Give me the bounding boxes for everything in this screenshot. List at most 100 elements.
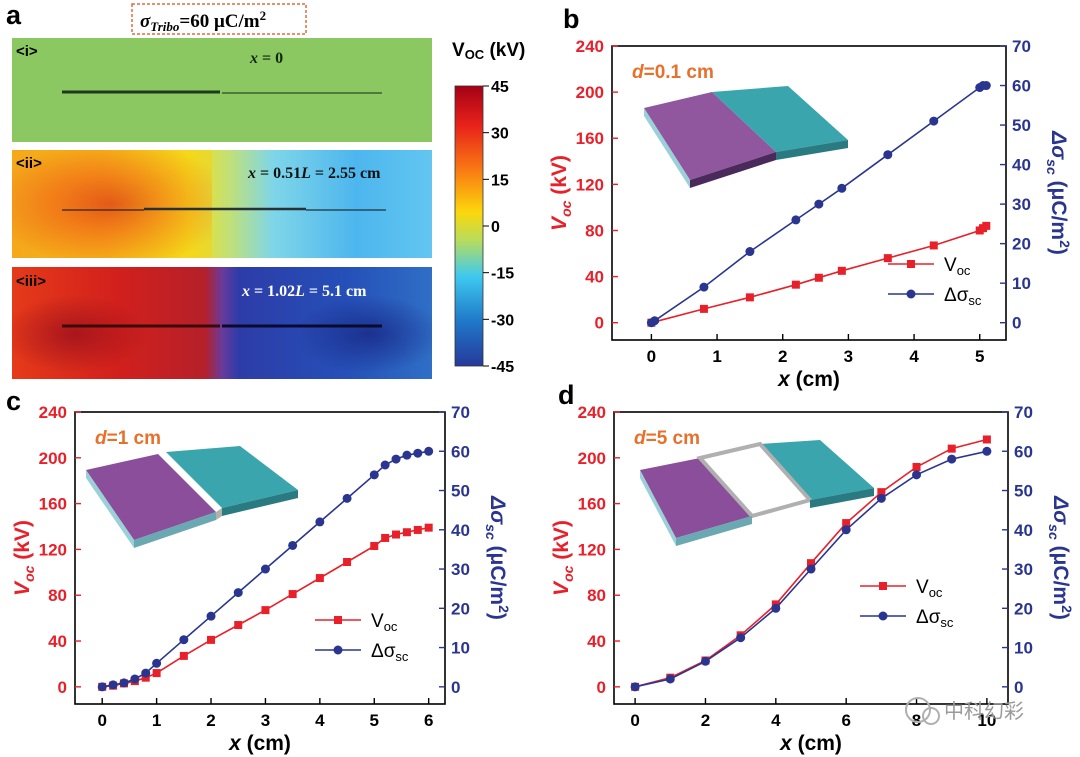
y-left-tick-label: 240 — [39, 403, 67, 422]
voc-point — [234, 620, 243, 629]
y-left-tick-label: 40 — [587, 632, 606, 651]
distance-label: d=5 cm — [634, 428, 700, 449]
dsigma-point — [814, 199, 824, 209]
y-right-tick-label: 10 — [1012, 274, 1031, 293]
dsigma-point — [837, 183, 847, 193]
dsigma-point — [342, 493, 352, 503]
x-tick-label: 6 — [841, 711, 850, 730]
map-ii-tag: <ii> — [16, 155, 42, 172]
dsigma-point — [650, 316, 660, 326]
potential-map-ii: <ii> x = 0.51L = 2.55 cm — [12, 150, 432, 258]
voc-point — [982, 435, 991, 444]
y-right-tick-label: 70 — [1014, 403, 1033, 422]
y-left-tick-label: 200 — [578, 449, 606, 468]
dsigma-point — [206, 611, 216, 621]
y-right-axis-label: Δσsc (μC/m2) — [1044, 130, 1073, 255]
dsigma-point — [630, 682, 640, 692]
colorbar-tick-label: -15 — [491, 266, 514, 283]
y-left-tick-label: 40 — [48, 632, 67, 651]
plot-frame — [74, 411, 446, 705]
voc-point — [288, 590, 297, 599]
dsigma-point — [402, 450, 412, 460]
x-tick-label: 5 — [975, 347, 984, 366]
colorbar: VOC (kV) 45 30 15 0 -15 -30 -45 — [452, 40, 525, 376]
voc-point — [883, 254, 892, 263]
x-tick-label: 0 — [647, 347, 656, 366]
dsigma-point — [179, 635, 189, 645]
dsigma-point — [424, 446, 434, 456]
legend-voc: Voc — [371, 611, 398, 634]
x-tick-label: 2 — [778, 347, 787, 366]
voc-point — [402, 528, 411, 537]
y-left-tick-label: 160 — [576, 129, 604, 148]
panel-label-a: a — [6, 0, 22, 30]
svg-text:VOC (kV): VOC (kV) — [452, 40, 525, 62]
dsigma-point — [912, 470, 922, 480]
y-right-axis-label: Δσsc (μC/m2) — [1046, 495, 1075, 620]
x-tick-label: 4 — [909, 347, 919, 366]
voc-point — [929, 241, 938, 250]
voc-point — [261, 606, 270, 615]
plot-frame — [613, 411, 1009, 705]
svg-text:<i>: <i> — [16, 43, 38, 60]
header-sup: 2 — [260, 8, 267, 23]
legend-dsigma: Δσsc — [916, 607, 954, 630]
x-axis-label: x (cm) — [777, 368, 840, 391]
chart-d: 0 40 80 120 160 200 240 0 10 20 30 40 50 60 70 0 2 4 6 8 10 x… — [550, 403, 1075, 755]
y-left-tick-label: 120 — [39, 540, 67, 559]
voc-point — [152, 669, 161, 678]
dsigma-point — [391, 454, 401, 464]
x-axis-label: x (cm) — [779, 732, 842, 755]
x-tick-label: 1 — [712, 347, 721, 366]
voc-point — [791, 280, 800, 289]
colorbar-tick-label: 45 — [491, 79, 509, 96]
y-right-tick-label: 40 — [1014, 521, 1033, 540]
x-tick-label: 4 — [771, 711, 781, 730]
y-right-tick-label: 10 — [1014, 639, 1033, 658]
x-tick-label: 3 — [844, 347, 853, 366]
legend-dsigma: Δσsc — [371, 641, 409, 664]
y-left-tick-label: 200 — [576, 83, 604, 102]
voc-point — [912, 462, 921, 471]
dsigma-point — [260, 564, 270, 574]
y-right-tick-label: 70 — [1012, 37, 1031, 56]
y-right-tick-label: 30 — [451, 560, 470, 579]
header-value: =60 μC/m — [179, 11, 259, 32]
y-right-tick-label: 10 — [451, 639, 470, 658]
distance-label: d=1 cm — [95, 428, 161, 449]
y-right-tick-label: 0 — [1014, 678, 1023, 697]
distance-label: d=0.1 cm — [632, 62, 714, 83]
potential-map-iii: <iii> x = 1.02L = 5.1 cm — [12, 267, 432, 379]
x-tick-label: 10 — [977, 711, 996, 730]
voc-point — [807, 559, 815, 568]
dsigma-point — [699, 282, 709, 292]
colorbar-tick-label: 30 — [491, 126, 509, 143]
dsigma-point — [982, 446, 992, 456]
legend-voc: Voc — [944, 255, 971, 278]
svg-text:x = 1.02L = 5.1 cm: x = 1.02L = 5.1 cm — [241, 283, 367, 300]
svg-text:<ii>: <ii> — [16, 155, 42, 172]
voc-point — [141, 673, 150, 682]
voc-point — [392, 530, 401, 539]
y-left-tick-label: 0 — [597, 678, 606, 697]
y-right-tick-label: 50 — [451, 482, 470, 501]
panel-label-c: c — [6, 386, 21, 416]
colorbar-title: V — [452, 40, 465, 61]
y-right-tick-label: 20 — [1014, 599, 1033, 618]
header-sub: Tribo — [150, 19, 180, 34]
voc-point — [370, 541, 379, 550]
y-left-axis-label: Voc (kV) — [11, 520, 37, 596]
chart-b: 0 40 80 120 160 200 240 0 10 20 30 40 50 60 70 0 1 2 3 4 5 x … — [548, 37, 1073, 391]
dsigma-point — [841, 525, 851, 535]
watermark: 中科幻彩 — [905, 697, 1024, 725]
x-tick-label: 2 — [206, 711, 215, 730]
voc-point — [413, 525, 422, 534]
y-left-tick-label: 160 — [39, 495, 67, 514]
voc-point — [381, 533, 390, 542]
voc-point — [207, 635, 216, 644]
potential-map-i: <i> x = 0 — [12, 38, 432, 142]
dsigma-point — [141, 668, 151, 678]
y-left-tick-label: 0 — [595, 314, 604, 333]
y-right-tick-label: 50 — [1012, 116, 1031, 135]
